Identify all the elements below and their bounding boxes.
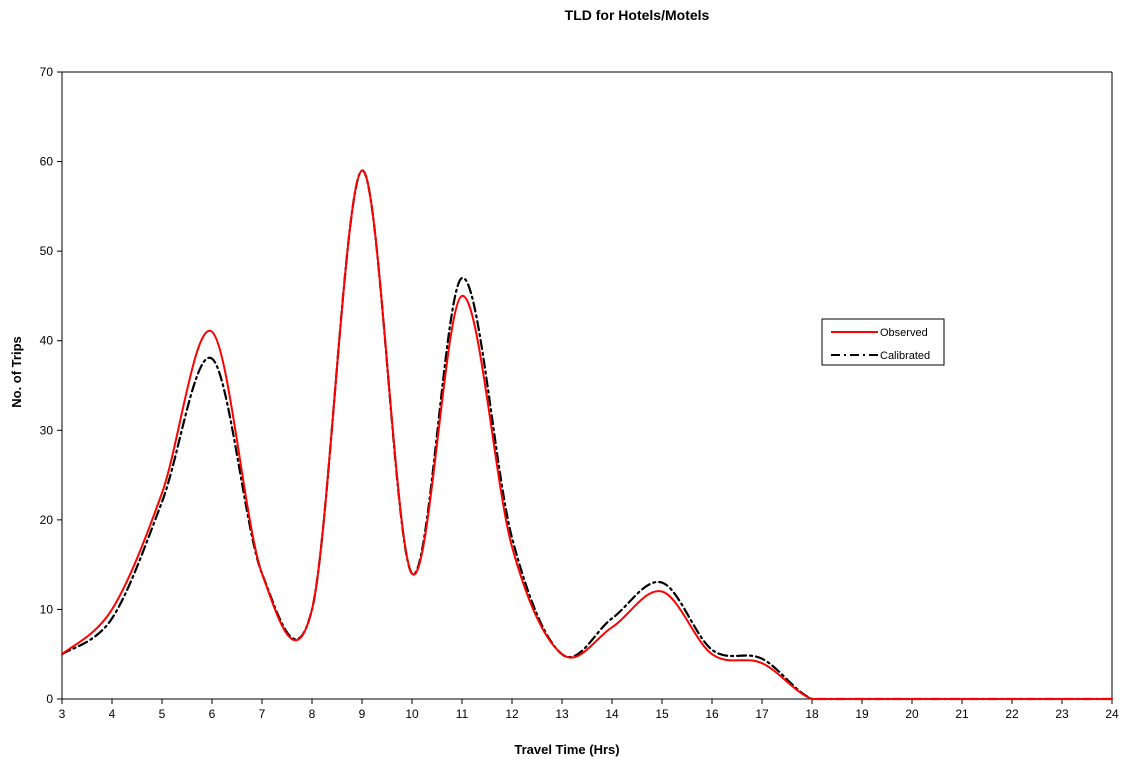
y-tick-label: 20 <box>40 513 54 527</box>
x-tick-label: 10 <box>405 707 419 721</box>
y-tick-label: 40 <box>40 334 54 348</box>
x-tick-label: 19 <box>855 707 869 721</box>
x-tick-label: 6 <box>209 707 216 721</box>
axes <box>61 71 1113 700</box>
legend: Observed Calibrated <box>821 318 945 366</box>
x-tick-label: 18 <box>805 707 819 721</box>
x-tick-label: 15 <box>655 707 669 721</box>
x-tick-label: 5 <box>159 707 166 721</box>
legend-box <box>821 318 945 366</box>
x-tick-label: 3 <box>59 707 66 721</box>
y-tick-label: 70 <box>40 65 54 79</box>
y-axis-title: No. of Trips <box>9 336 24 408</box>
y-tick-label: 30 <box>40 423 54 437</box>
x-tick-label: 12 <box>505 707 519 721</box>
legend-label-observed: Observed <box>880 327 928 339</box>
x-tick-label: 16 <box>705 707 719 721</box>
y-tick-label: 50 <box>40 244 54 258</box>
series-line-observed <box>61 169 1113 700</box>
y-axis-ticks: 0 10 20 30 40 50 60 70 <box>40 65 62 706</box>
x-tick-label: 23 <box>1055 707 1069 721</box>
x-tick-label: 22 <box>1005 707 1019 721</box>
y-tick-label: 10 <box>40 602 54 616</box>
x-axis-ticks: 3 4 5 6 7 8 9 10 11 12 13 14 15 16 17 18 19 20 21 22 23 24 <box>59 699 1119 721</box>
x-tick-label: 14 <box>605 707 619 721</box>
x-tick-label: 20 <box>905 707 919 721</box>
series-line-calibrated <box>60 169 1114 701</box>
x-tick-label: 7 <box>259 707 266 721</box>
x-tick-label: 13 <box>555 707 569 721</box>
series-group <box>60 169 1114 701</box>
y-tick-label: 60 <box>40 155 54 169</box>
x-tick-label: 9 <box>359 707 366 721</box>
x-tick-label: 8 <box>309 707 316 721</box>
x-tick-label: 21 <box>955 707 969 721</box>
x-axis-title: Travel Time (Hrs) <box>514 742 619 757</box>
chart-title: TLD for Hotels/Motels <box>565 7 710 23</box>
x-tick-label: 24 <box>1105 707 1119 721</box>
legend-label-calibrated: Calibrated <box>880 350 930 362</box>
x-tick-label: 4 <box>109 707 116 721</box>
x-tick-label: 11 <box>456 707 469 721</box>
x-tick-label: 17 <box>755 707 769 721</box>
y-tick-label: 0 <box>46 692 53 706</box>
